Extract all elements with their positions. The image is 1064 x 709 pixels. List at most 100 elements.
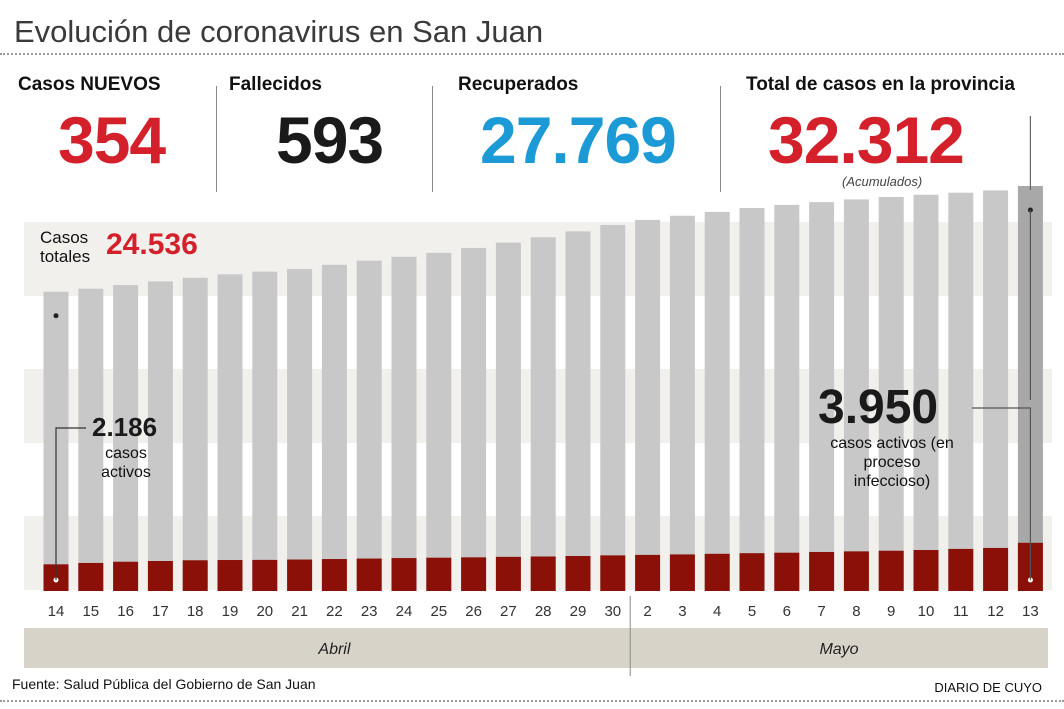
x-tick-label: 9	[887, 603, 895, 620]
total-bar-21	[287, 268, 313, 591]
month-label-abril: Abril	[317, 641, 350, 658]
active-bar-9	[878, 550, 904, 591]
x-tick-label: 30	[604, 603, 621, 620]
x-tick-label: 12	[987, 603, 1004, 620]
total-cases-value: 24.536	[106, 228, 198, 261]
active-bar-4	[704, 553, 730, 591]
active-bar-12	[983, 547, 1009, 591]
x-tick-label: 26	[465, 603, 482, 620]
stat-new-value: 354	[58, 103, 166, 177]
active-bar-10	[913, 550, 939, 591]
total-bar-5	[739, 207, 765, 591]
total-bar-17	[147, 281, 173, 591]
x-tick-label: 2	[643, 603, 651, 620]
total-bar-20	[252, 271, 278, 591]
stat-total-label: Total de casos en la provincia	[746, 74, 1015, 95]
total-bar-2	[635, 219, 661, 591]
x-tick-label: 6	[783, 603, 791, 620]
active-bar-5	[739, 553, 765, 591]
total-bar-8	[843, 199, 869, 591]
source-note: Fuente: Salud Pública del Gobierno de Sa…	[12, 676, 316, 692]
total-bar-4	[704, 211, 730, 591]
total-bar-11	[948, 192, 974, 591]
active-bar-17	[147, 560, 173, 591]
total-bar-7	[809, 202, 835, 591]
x-tick-label: 11	[953, 603, 969, 620]
active-bar-22	[321, 559, 347, 591]
stat-deaths-label: Fallecidos	[229, 74, 322, 95]
x-tick-label: 24	[396, 603, 413, 620]
x-tick-label: 23	[361, 603, 378, 620]
x-tick-label: 19	[222, 603, 239, 620]
active-bar-19	[217, 560, 243, 591]
x-tick-label: 17	[152, 603, 169, 620]
total-bar-15	[78, 288, 104, 591]
total-bar-10	[913, 194, 939, 591]
month-band	[24, 628, 1048, 668]
x-tick-label: 27	[500, 603, 517, 620]
x-tick-label: 25	[430, 603, 447, 620]
active-bar-8	[843, 551, 869, 591]
active-bar-20	[252, 559, 278, 591]
active-bar-21	[287, 559, 313, 591]
total-bar-6	[774, 204, 800, 591]
total-cases-label: Casos totales	[40, 228, 91, 266]
x-tick-label: 15	[82, 603, 99, 620]
active-first-value: 2.186	[92, 412, 158, 442]
active-bar-26	[461, 557, 487, 591]
month-label-mayo: Mayo	[819, 641, 858, 658]
stat-recovered-value: 27.769	[480, 103, 677, 177]
dotted-divider-top	[0, 53, 1064, 55]
active-bar-15	[78, 562, 104, 591]
x-tick-label: 18	[187, 603, 204, 620]
x-tick-label: 20	[256, 603, 273, 620]
stat-total-value: 32.312	[768, 103, 965, 177]
total-bar-29	[565, 231, 591, 591]
stat-new-label: Casos NUEVOS	[18, 74, 161, 95]
stat-separator	[720, 86, 721, 192]
active-last-leader	[972, 407, 1032, 580]
active-bar-28	[530, 556, 556, 591]
total-bar-9	[878, 196, 904, 591]
x-tick-label: 7	[817, 603, 825, 620]
total-bar-28	[530, 237, 556, 592]
page-title: Evolución de coronavirus en San Juan	[14, 14, 544, 49]
brand-logo-text: DIARIO DE CUYO	[934, 680, 1042, 695]
active-bar-25	[426, 557, 452, 591]
total-bar-16	[113, 285, 139, 591]
active-bar-30	[600, 555, 626, 591]
x-tick-label: 29	[570, 603, 587, 620]
total-bar-26	[461, 247, 487, 591]
active-bar-16	[113, 561, 139, 591]
active-bar-3	[669, 554, 695, 591]
total-bar-18	[182, 277, 208, 591]
x-tick-label: 14	[48, 603, 65, 620]
total-callout-dot	[53, 313, 59, 319]
active-bar-27	[495, 556, 521, 591]
x-tick-label: 4	[713, 603, 721, 620]
stat-separator	[216, 86, 217, 192]
total-bar-19	[217, 274, 243, 591]
total-bar-25	[426, 252, 452, 591]
active-first-label: casos activos	[101, 445, 151, 481]
total-bar-22	[321, 264, 347, 591]
stat-deaths-value: 593	[276, 103, 384, 177]
x-tick-label: 3	[678, 603, 686, 620]
total-bar-3	[669, 215, 695, 591]
x-tick-label: 22	[326, 603, 343, 620]
total-bar-27	[495, 242, 521, 591]
x-tick-label: 10	[918, 603, 935, 620]
stat-total-sub: (Acumulados)	[842, 174, 923, 189]
active-bar-18	[182, 560, 208, 591]
active-bar-29	[565, 555, 591, 591]
total-bar-23	[356, 260, 382, 591]
x-tick-label: 16	[117, 603, 134, 620]
stat-recovered-label: Recuperados	[458, 74, 579, 95]
active-bar-24	[391, 558, 417, 591]
active-bar-6	[774, 552, 800, 591]
x-tick-label: 13	[1022, 603, 1039, 620]
active-bar-2	[635, 554, 661, 591]
x-tick-label: 21	[291, 603, 308, 620]
x-tick-label: 8	[852, 603, 860, 620]
total-bar-12	[983, 190, 1009, 591]
